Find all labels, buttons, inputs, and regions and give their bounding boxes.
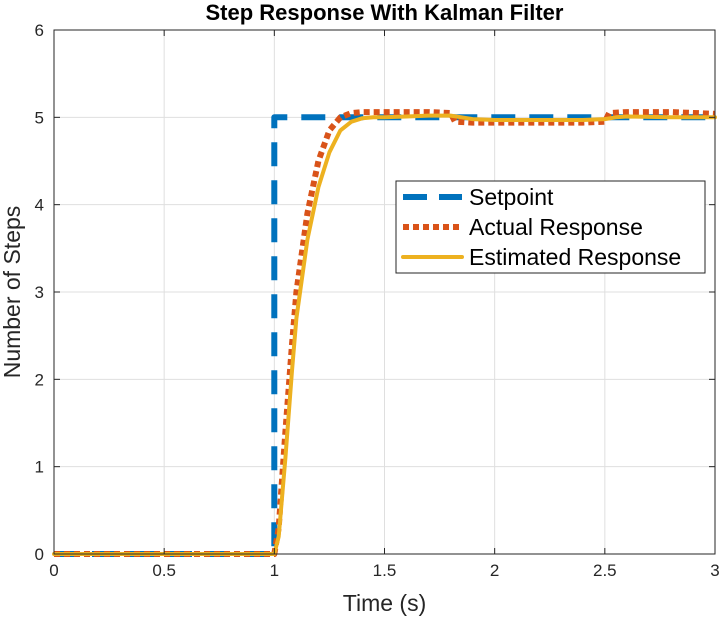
x-tick-label: 1.5 [373,561,397,580]
legend-label-0: Setpoint [469,184,554,210]
x-tick-label: 1 [270,561,279,580]
x-axis-label: Time (s) [343,590,426,616]
x-tick-label: 0 [49,561,58,580]
y-tick-label: 2 [35,370,44,389]
series-line-1 [54,109,716,557]
y-tick-label: 5 [35,108,44,127]
y-tick-label: 4 [35,196,44,215]
y-axis-label: Number of Steps [0,206,25,379]
series-line-2 [52,113,717,556]
y-tick-label: 6 [35,21,44,40]
x-tick-label: 2 [490,561,499,580]
axis-ticks [53,29,716,555]
chart-title: Step Response With Kalman Filter [206,0,564,25]
y-tick-label: 0 [35,545,44,564]
legend: Setpoint Actual Response Estimated Respons… [395,180,706,274]
x-tick-label: 2.5 [593,561,617,580]
series-layer [52,109,717,557]
x-tick-label: 3 [710,561,719,580]
legend-label-1: Actual Response [469,214,643,240]
y-tick-label: 1 [35,458,44,477]
x-tick-label: 0.5 [152,561,176,580]
series-line-0 [54,114,715,557]
legend-label-2: Estimated Response [469,244,681,270]
tick-labels: 0 0.5 1 1.5 2 2.5 3 0 1 2 3 4 5 6 [35,21,720,580]
y-tick-label: 3 [35,283,44,302]
